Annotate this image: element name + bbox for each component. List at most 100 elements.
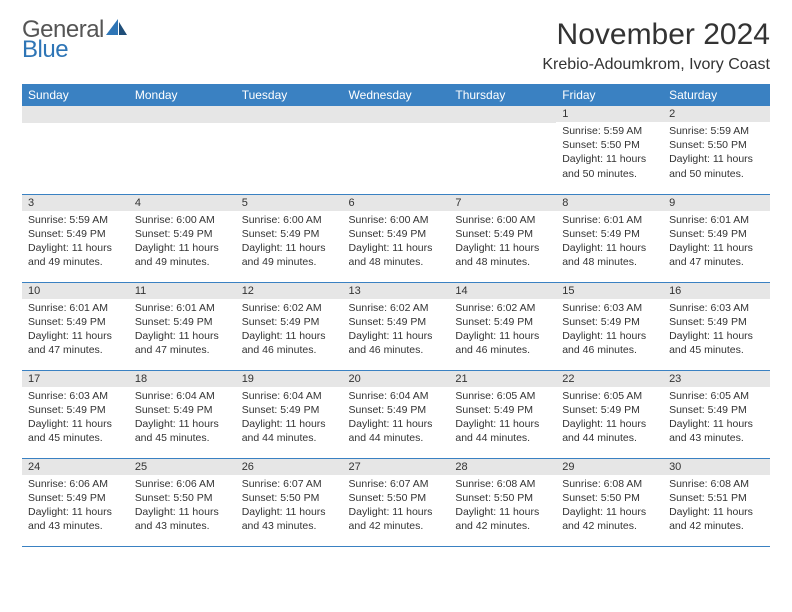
calendar-cell: 13Sunrise: 6:02 AMSunset: 5:49 PMDayligh…: [343, 282, 450, 370]
empty-day: [22, 106, 129, 123]
daylight-text: Daylight: 11 hours and 48 minutes.: [349, 241, 444, 269]
day-details: Sunrise: 6:02 AMSunset: 5:49 PMDaylight:…: [343, 299, 450, 362]
calendar-week-row: 10Sunrise: 6:01 AMSunset: 5:49 PMDayligh…: [22, 282, 770, 370]
day-details: Sunrise: 6:04 AMSunset: 5:49 PMDaylight:…: [343, 387, 450, 450]
sunset-text: Sunset: 5:49 PM: [349, 403, 444, 417]
day-number: 19: [236, 371, 343, 387]
sunset-text: Sunset: 5:49 PM: [28, 315, 123, 329]
calendar-cell: 26Sunrise: 6:07 AMSunset: 5:50 PMDayligh…: [236, 458, 343, 546]
weekday-header: Thursday: [449, 84, 556, 106]
sunrise-text: Sunrise: 6:02 AM: [455, 301, 550, 315]
calendar-cell: 4Sunrise: 6:00 AMSunset: 5:49 PMDaylight…: [129, 194, 236, 282]
weekday-header-row: Sunday Monday Tuesday Wednesday Thursday…: [22, 84, 770, 106]
daylight-text: Daylight: 11 hours and 46 minutes.: [349, 329, 444, 357]
day-number: 8: [556, 195, 663, 211]
sunset-text: Sunset: 5:49 PM: [135, 403, 230, 417]
daylight-text: Daylight: 11 hours and 45 minutes.: [669, 329, 764, 357]
sunset-text: Sunset: 5:49 PM: [349, 227, 444, 241]
day-number: 26: [236, 459, 343, 475]
sunrise-text: Sunrise: 6:08 AM: [669, 477, 764, 491]
calendar-cell: 28Sunrise: 6:08 AMSunset: 5:50 PMDayligh…: [449, 458, 556, 546]
day-number: 23: [663, 371, 770, 387]
calendar-cell: 19Sunrise: 6:04 AMSunset: 5:49 PMDayligh…: [236, 370, 343, 458]
day-number: 3: [22, 195, 129, 211]
daylight-text: Daylight: 11 hours and 42 minutes.: [349, 505, 444, 533]
weekday-header: Friday: [556, 84, 663, 106]
daylight-text: Daylight: 11 hours and 50 minutes.: [669, 152, 764, 180]
day-details: Sunrise: 6:02 AMSunset: 5:49 PMDaylight:…: [236, 299, 343, 362]
day-number: 15: [556, 283, 663, 299]
weekday-header: Wednesday: [343, 84, 450, 106]
top-bar: General Blue November 2024 Krebio-Adoumk…: [22, 18, 770, 74]
day-details: Sunrise: 5:59 AMSunset: 5:49 PMDaylight:…: [22, 211, 129, 274]
sunrise-text: Sunrise: 6:05 AM: [562, 389, 657, 403]
daylight-text: Daylight: 11 hours and 50 minutes.: [562, 152, 657, 180]
daylight-text: Daylight: 11 hours and 46 minutes.: [455, 329, 550, 357]
sail-icon: [106, 19, 128, 37]
daylight-text: Daylight: 11 hours and 44 minutes.: [242, 417, 337, 445]
daylight-text: Daylight: 11 hours and 44 minutes.: [455, 417, 550, 445]
calendar-week-row: 1Sunrise: 5:59 AMSunset: 5:50 PMDaylight…: [22, 106, 770, 194]
day-number: 10: [22, 283, 129, 299]
day-details: Sunrise: 6:06 AMSunset: 5:49 PMDaylight:…: [22, 475, 129, 538]
day-details: Sunrise: 6:01 AMSunset: 5:49 PMDaylight:…: [556, 211, 663, 274]
sunrise-text: Sunrise: 6:06 AM: [28, 477, 123, 491]
sunrise-text: Sunrise: 6:03 AM: [562, 301, 657, 315]
calendar-cell: 6 Sunrise: 6:00 AMSunset: 5:49 PMDaylight…: [343, 194, 450, 282]
calendar-cell: 9Sunrise: 6:01 AMSunset: 5:49 PMDaylight…: [663, 194, 770, 282]
calendar-cell: 30Sunrise: 6:08 AMSunset: 5:51 PMDayligh…: [663, 458, 770, 546]
day-details: Sunrise: 5:59 AMSunset: 5:50 PMDaylight:…: [663, 122, 770, 185]
weekday-header: Saturday: [663, 84, 770, 106]
logo: General Blue: [22, 18, 128, 62]
sunset-text: Sunset: 5:50 PM: [349, 491, 444, 505]
daylight-text: Daylight: 11 hours and 43 minutes.: [135, 505, 230, 533]
sunrise-text: Sunrise: 6:04 AM: [242, 389, 337, 403]
sunrise-text: Sunrise: 6:02 AM: [349, 301, 444, 315]
sunset-text: Sunset: 5:49 PM: [455, 315, 550, 329]
sunset-text: Sunset: 5:49 PM: [455, 403, 550, 417]
day-details: Sunrise: 5:59 AMSunset: 5:50 PMDaylight:…: [556, 122, 663, 185]
calendar-table: Sunday Monday Tuesday Wednesday Thursday…: [22, 84, 770, 547]
location-label: Krebio-Adoumkrom, Ivory Coast: [542, 56, 770, 74]
day-details: Sunrise: 6:03 AMSunset: 5:49 PMDaylight:…: [22, 387, 129, 450]
day-number: 11: [129, 283, 236, 299]
calendar-cell: 15Sunrise: 6:03 AMSunset: 5:49 PMDayligh…: [556, 282, 663, 370]
calendar-cell: 25Sunrise: 6:06 AMSunset: 5:50 PMDayligh…: [129, 458, 236, 546]
day-number: 9: [663, 195, 770, 211]
daylight-text: Daylight: 11 hours and 44 minutes.: [349, 417, 444, 445]
sunrise-text: Sunrise: 5:59 AM: [28, 213, 123, 227]
day-number: 17: [22, 371, 129, 387]
sunrise-text: Sunrise: 5:59 AM: [562, 124, 657, 138]
daylight-text: Daylight: 11 hours and 49 minutes.: [135, 241, 230, 269]
sunrise-text: Sunrise: 6:00 AM: [349, 213, 444, 227]
sunset-text: Sunset: 5:51 PM: [669, 491, 764, 505]
calendar-page: General Blue November 2024 Krebio-Adoumk…: [0, 0, 792, 547]
sunset-text: Sunset: 5:50 PM: [135, 491, 230, 505]
empty-day: [236, 106, 343, 123]
daylight-text: Daylight: 11 hours and 47 minutes.: [28, 329, 123, 357]
sunrise-text: Sunrise: 6:01 AM: [669, 213, 764, 227]
sunrise-text: Sunrise: 6:04 AM: [349, 389, 444, 403]
day-number: 6: [343, 195, 450, 211]
day-number: 4: [129, 195, 236, 211]
calendar-cell: 17Sunrise: 6:03 AMSunset: 5:49 PMDayligh…: [22, 370, 129, 458]
sunset-text: Sunset: 5:50 PM: [562, 491, 657, 505]
day-details: Sunrise: 6:02 AMSunset: 5:49 PMDaylight:…: [449, 299, 556, 362]
daylight-text: Daylight: 11 hours and 42 minutes.: [669, 505, 764, 533]
sunset-text: Sunset: 5:49 PM: [135, 315, 230, 329]
calendar-cell: 14Sunrise: 6:02 AMSunset: 5:49 PMDayligh…: [449, 282, 556, 370]
empty-day: [343, 106, 450, 123]
sunrise-text: Sunrise: 6:05 AM: [669, 389, 764, 403]
calendar-cell: [22, 106, 129, 194]
daylight-text: Daylight: 11 hours and 43 minutes.: [242, 505, 337, 533]
sunset-text: Sunset: 5:49 PM: [349, 315, 444, 329]
calendar-cell: 1Sunrise: 5:59 AMSunset: 5:50 PMDaylight…: [556, 106, 663, 194]
calendar-week-row: 17Sunrise: 6:03 AMSunset: 5:49 PMDayligh…: [22, 370, 770, 458]
sunset-text: Sunset: 5:49 PM: [28, 403, 123, 417]
calendar-cell: 24Sunrise: 6:06 AMSunset: 5:49 PMDayligh…: [22, 458, 129, 546]
calendar-cell: 27Sunrise: 6:07 AMSunset: 5:50 PMDayligh…: [343, 458, 450, 546]
day-details: Sunrise: 6:08 AMSunset: 5:50 PMDaylight:…: [556, 475, 663, 538]
sunrise-text: Sunrise: 6:01 AM: [135, 301, 230, 315]
sunrise-text: Sunrise: 6:08 AM: [455, 477, 550, 491]
day-number: 7: [449, 195, 556, 211]
